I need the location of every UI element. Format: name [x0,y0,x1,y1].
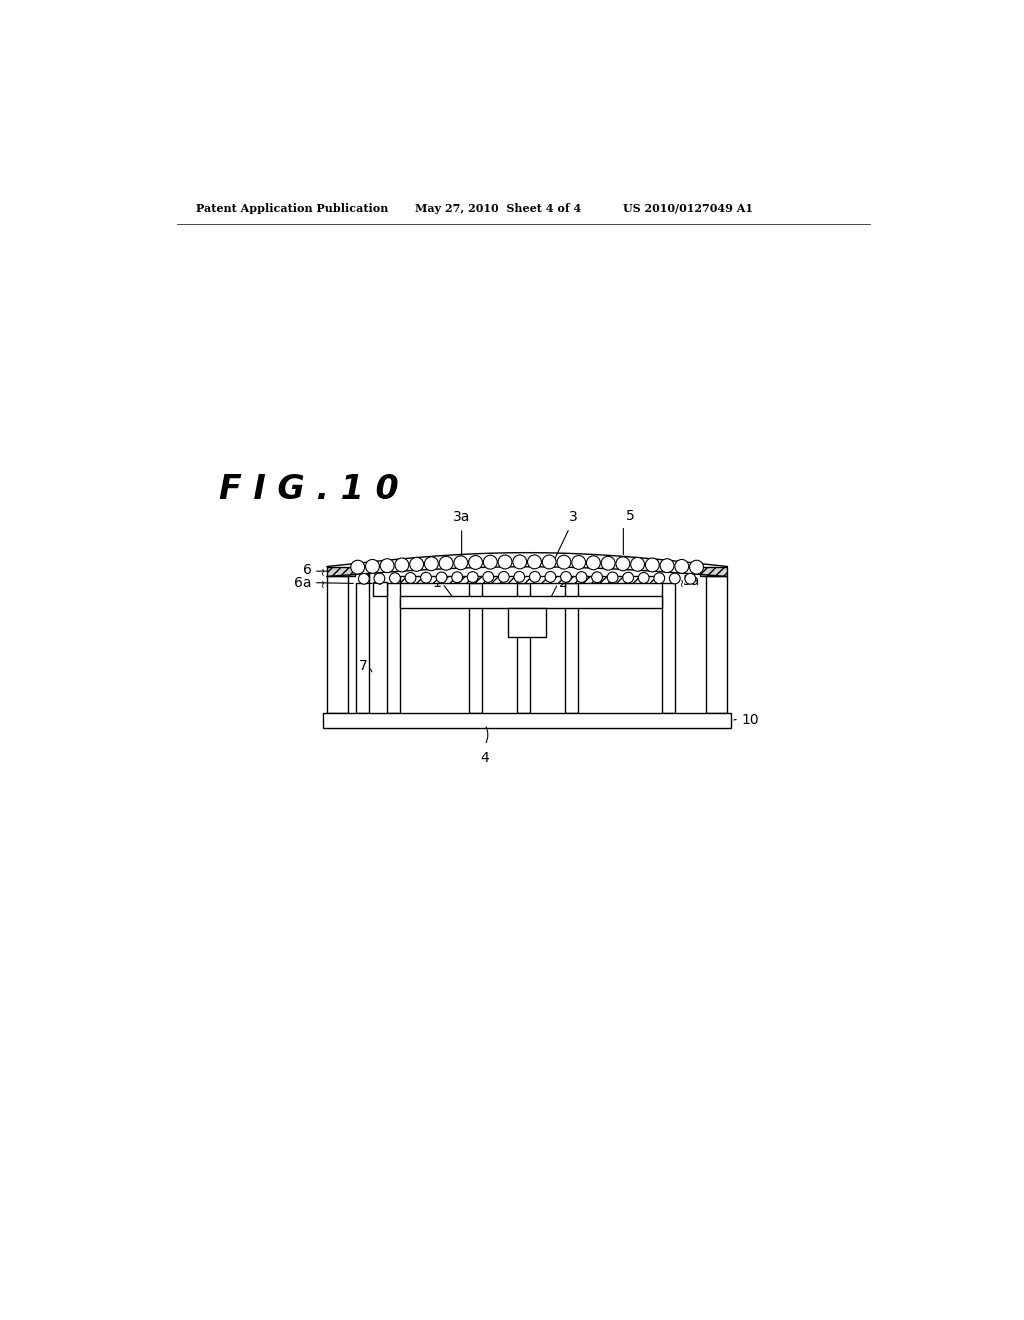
Circle shape [454,556,468,570]
Text: 10: 10 [741,713,759,727]
Text: 2: 2 [559,576,568,590]
Bar [400,576,662,583]
Circle shape [529,572,541,582]
Circle shape [374,573,385,583]
Circle shape [406,573,416,583]
Text: 7: 7 [359,659,368,673]
Text: 3a: 3a [453,510,470,524]
Bar [400,595,662,609]
Bar [327,566,354,576]
Circle shape [615,557,630,570]
Text: Patent Application Publication: Patent Application Publication [196,203,388,214]
Text: 4: 4 [480,751,489,766]
Text: 6: 6 [303,562,311,577]
Bar [400,576,662,583]
Circle shape [654,573,665,583]
Text: F I G . 1 0: F I G . 1 0 [219,473,399,506]
Text: US 2010/0127049 A1: US 2010/0127049 A1 [624,203,754,214]
Circle shape [527,554,542,569]
Bar [517,583,530,713]
Text: ~: ~ [678,577,688,586]
Text: 3: 3 [569,510,578,524]
Circle shape [557,556,570,569]
Bar [662,583,675,713]
Bar [327,566,354,576]
Text: 1: 1 [432,576,441,590]
Circle shape [577,572,587,582]
Circle shape [587,556,600,570]
Text: 6a: 6a [294,576,311,590]
Circle shape [389,573,400,583]
Bar [508,609,547,638]
Bar [706,576,727,713]
Circle shape [638,573,649,583]
Circle shape [439,556,453,570]
Circle shape [452,572,463,582]
Circle shape [483,572,494,582]
Text: 5: 5 [626,510,635,524]
Bar [699,566,727,576]
Bar [565,583,578,713]
Circle shape [670,573,680,583]
Bar [469,583,482,713]
Circle shape [607,572,618,583]
Bar [327,576,348,713]
Circle shape [631,557,644,572]
Circle shape [689,560,703,574]
Circle shape [351,560,365,574]
Circle shape [467,572,478,582]
Circle shape [560,572,571,582]
Circle shape [571,556,586,569]
Circle shape [601,556,615,570]
Circle shape [623,573,634,583]
Bar [387,583,400,713]
Circle shape [421,573,431,583]
Bar [699,566,727,576]
Text: 5a: 5a [683,574,700,589]
Circle shape [436,572,447,583]
Circle shape [514,572,524,582]
Circle shape [660,558,674,573]
Circle shape [358,573,370,585]
Circle shape [499,572,509,582]
Circle shape [498,554,512,569]
Circle shape [543,554,556,569]
Circle shape [366,560,379,573]
Circle shape [545,572,556,582]
Circle shape [395,558,409,572]
Circle shape [592,572,602,582]
Text: ~: ~ [318,566,329,576]
Circle shape [513,554,526,569]
Text: 13: 13 [365,573,382,587]
Circle shape [675,560,689,573]
Bar [356,583,370,713]
Bar [323,713,731,729]
Circle shape [380,558,394,573]
Circle shape [685,573,695,585]
Text: ~: ~ [318,577,329,586]
Circle shape [469,556,482,569]
Circle shape [645,558,659,572]
Text: May 27, 2010  Sheet 4 of 4: May 27, 2010 Sheet 4 of 4 [416,203,582,214]
Bar [373,582,387,595]
Circle shape [483,556,498,569]
Circle shape [424,557,438,570]
Circle shape [410,557,424,572]
